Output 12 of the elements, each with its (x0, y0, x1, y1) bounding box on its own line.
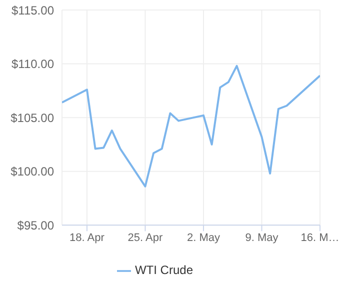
y-tick-label: $105.00 (10, 110, 54, 125)
x-tick-label: 9. May (245, 232, 279, 244)
x-tick-label: 25. Apr (128, 232, 163, 244)
y-tick-label: $95.00 (17, 218, 54, 232)
line-series (62, 64, 320, 188)
y-tick-label: $115.00 (12, 3, 54, 18)
x-tick-label: 16. M… (300, 232, 340, 244)
y-tick-label: $110.00 (12, 57, 54, 72)
x-tick-label: 18. Apr (70, 232, 105, 244)
legend-label: WTI Crude (134, 263, 193, 278)
x-tick-label: 2. May (186, 232, 220, 244)
y-tick-label: $100.00 (10, 164, 54, 179)
